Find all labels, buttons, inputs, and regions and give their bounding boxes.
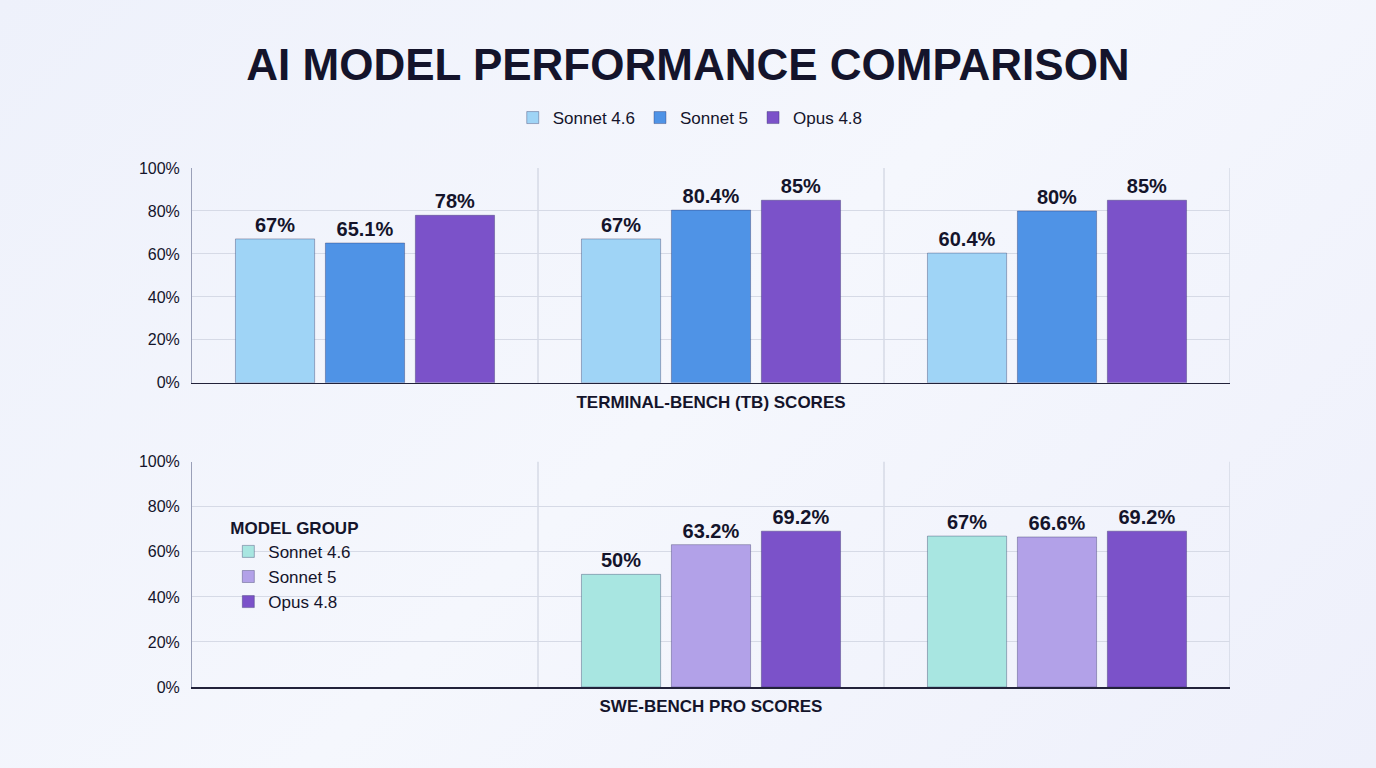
svg-text:Opus 4.8: Opus 4.8 xyxy=(793,109,862,128)
svg-text:69.2%: 69.2% xyxy=(772,506,829,528)
svg-text:69.2%: 69.2% xyxy=(1118,506,1175,528)
svg-text:Sonnet 5: Sonnet 5 xyxy=(268,568,336,587)
svg-text:AI MODEL PERFORMANCE COMPARISO: AI MODEL PERFORMANCE COMPARISON xyxy=(246,40,1129,89)
svg-text:67%: 67% xyxy=(601,214,641,236)
svg-text:Sonnet 4.6: Sonnet 4.6 xyxy=(268,543,350,562)
svg-text:100%: 100% xyxy=(139,160,180,177)
svg-text:Opus 4.8: Opus 4.8 xyxy=(268,593,337,612)
svg-text:85%: 85% xyxy=(781,175,821,197)
svg-text:63.2%: 63.2% xyxy=(683,520,740,542)
svg-text:SWE-BENCH PRO SCORES: SWE-BENCH PRO SCORES xyxy=(600,697,823,716)
svg-text:100%: 100% xyxy=(139,453,180,470)
svg-text:TERMINAL-BENCH (TB) SCORES: TERMINAL-BENCH (TB) SCORES xyxy=(576,393,845,412)
svg-text:50%: 50% xyxy=(601,549,641,571)
svg-text:MODEL GROUP: MODEL GROUP xyxy=(230,519,358,538)
svg-text:40%: 40% xyxy=(148,589,180,606)
svg-text:40%: 40% xyxy=(148,289,180,306)
svg-text:80.4%: 80.4% xyxy=(683,185,740,207)
svg-text:67%: 67% xyxy=(947,511,987,533)
svg-text:Sonnet 4.6: Sonnet 4.6 xyxy=(553,109,635,128)
svg-text:65.1%: 65.1% xyxy=(337,218,394,240)
svg-text:20%: 20% xyxy=(148,331,180,348)
svg-text:60.4%: 60.4% xyxy=(939,228,996,250)
svg-text:80%: 80% xyxy=(1037,186,1077,208)
svg-text:60%: 60% xyxy=(148,246,180,263)
svg-text:60%: 60% xyxy=(148,543,180,560)
svg-text:20%: 20% xyxy=(148,634,180,651)
svg-text:80%: 80% xyxy=(148,498,180,515)
svg-text:Sonnet 5: Sonnet 5 xyxy=(680,109,748,128)
svg-text:78%: 78% xyxy=(435,190,475,212)
svg-text:67%: 67% xyxy=(255,214,295,236)
svg-text:0%: 0% xyxy=(157,374,180,391)
svg-text:66.6%: 66.6% xyxy=(1029,512,1086,534)
svg-text:0%: 0% xyxy=(157,679,180,696)
svg-text:80%: 80% xyxy=(148,203,180,220)
svg-text:85%: 85% xyxy=(1127,175,1167,197)
